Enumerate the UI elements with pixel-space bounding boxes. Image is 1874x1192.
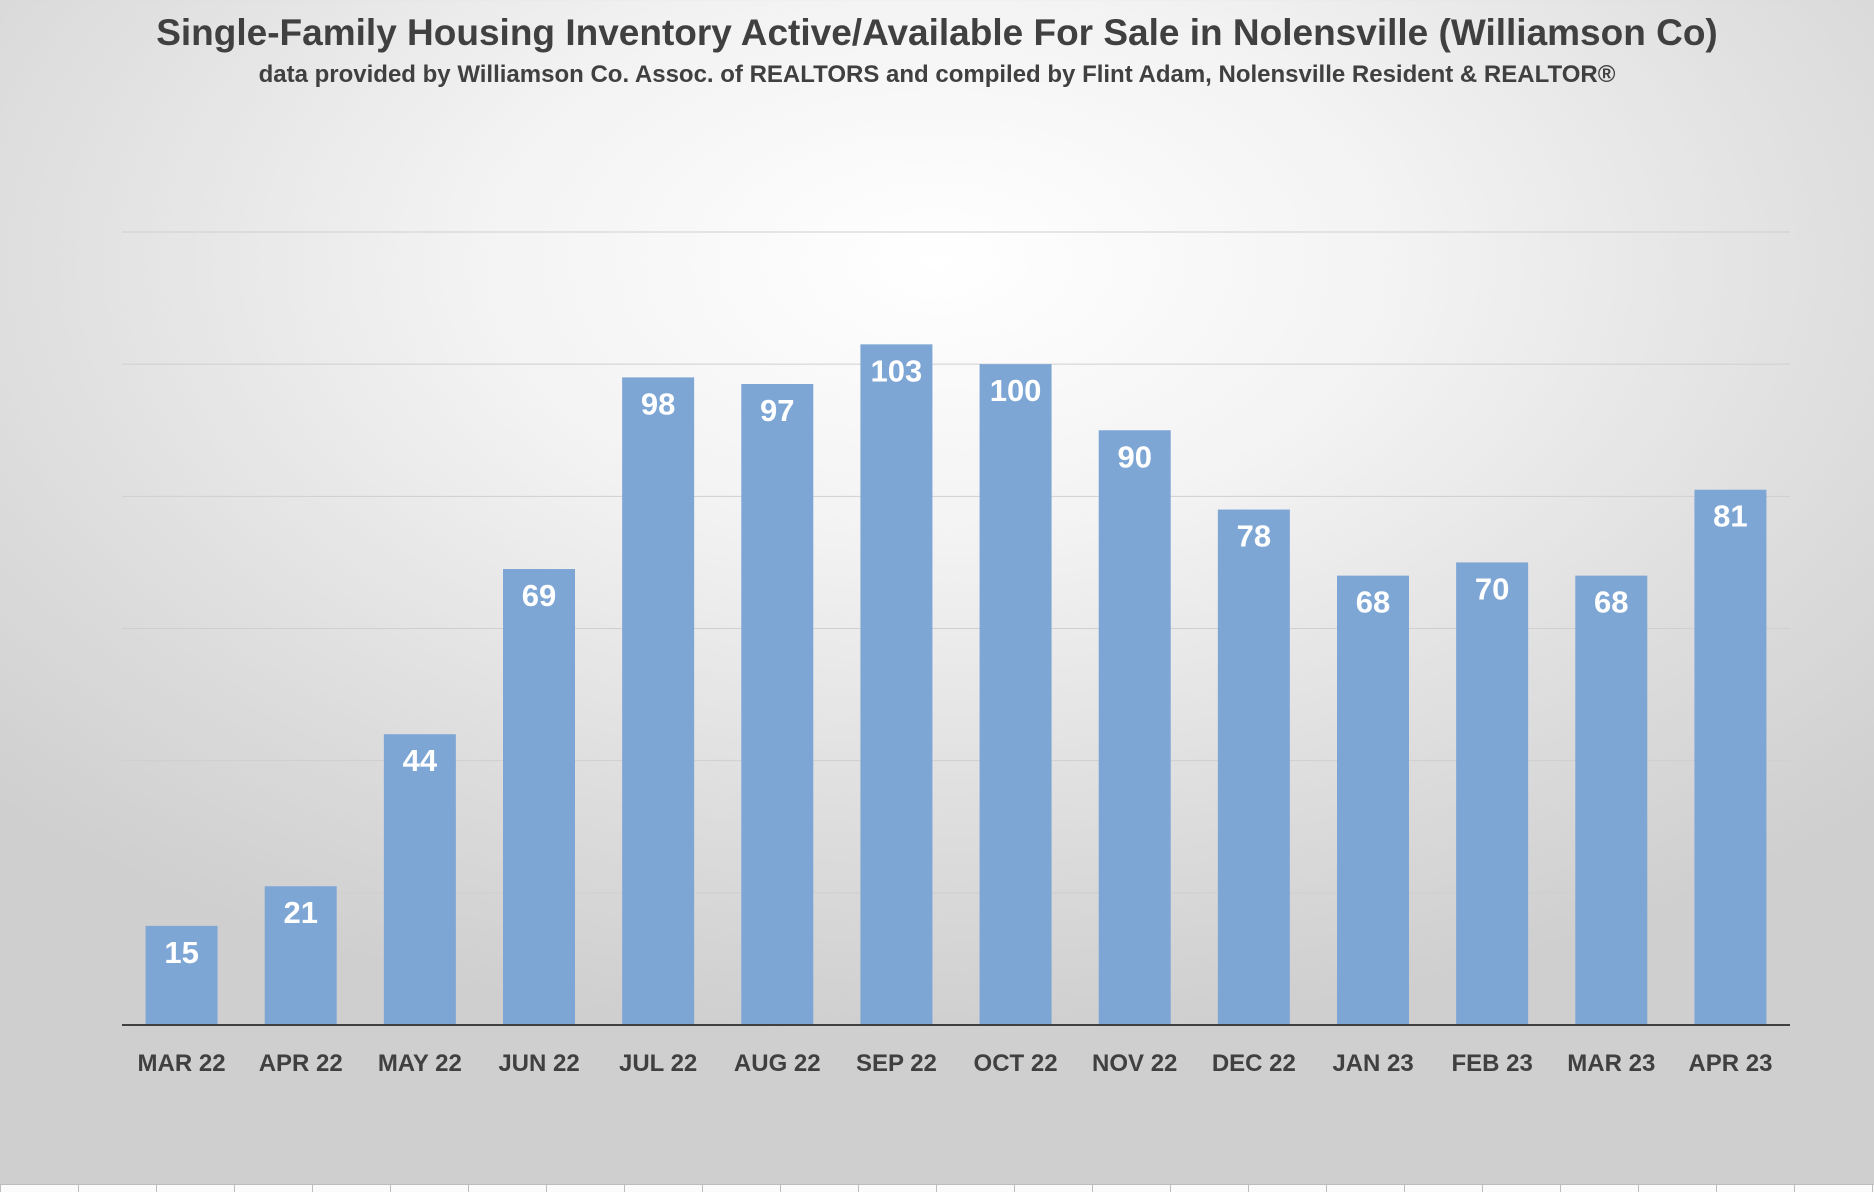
x-tick-label: DEC 22 xyxy=(1212,1050,1296,1077)
bar xyxy=(1098,430,1171,1025)
x-tick-label: JUL 22 xyxy=(619,1050,697,1077)
data-label: 78 xyxy=(1237,519,1271,554)
bar xyxy=(145,925,218,1025)
data-label: 90 xyxy=(1117,439,1151,474)
chart-subtitle: data provided by Williamson Co. Assoc. o… xyxy=(258,61,1616,88)
strip-tick xyxy=(858,1185,859,1192)
strip-tick xyxy=(234,1185,235,1192)
strip-tick xyxy=(468,1185,469,1192)
strip-tick xyxy=(0,1185,1,1192)
data-label: 15 xyxy=(164,935,198,970)
strip-tick xyxy=(1404,1185,1405,1192)
bar xyxy=(1217,509,1290,1025)
data-label: 68 xyxy=(1594,585,1628,620)
strip-tick xyxy=(156,1185,157,1192)
x-tick-label: JUN 22 xyxy=(498,1050,579,1077)
bar xyxy=(979,364,1052,1026)
x-tick-label: MAR 23 xyxy=(1567,1050,1655,1077)
x-tick-label: MAY 22 xyxy=(378,1050,462,1077)
strip-tick xyxy=(78,1185,79,1192)
strip-tick xyxy=(1326,1185,1327,1192)
strip-tick xyxy=(312,1185,313,1192)
strip-tick xyxy=(1014,1185,1015,1192)
strip-tick xyxy=(1560,1185,1561,1192)
strip-tick xyxy=(1872,1185,1873,1192)
bar xyxy=(1575,575,1648,1025)
strip-tick xyxy=(1092,1185,1093,1192)
strip-tick xyxy=(936,1185,937,1192)
x-tick-label: AUG 22 xyxy=(734,1050,821,1077)
bottom-strip xyxy=(0,1184,1874,1192)
x-tick-label: SEP 22 xyxy=(856,1050,937,1077)
data-label: 98 xyxy=(641,386,675,421)
bar xyxy=(383,734,456,1025)
strip-tick xyxy=(1248,1185,1249,1192)
x-tick-label: APR 23 xyxy=(1688,1050,1772,1077)
data-label: 69 xyxy=(522,578,556,613)
data-label: 81 xyxy=(1713,499,1747,534)
strip-tick xyxy=(1638,1185,1639,1192)
strip-tick xyxy=(624,1185,625,1192)
x-tick-label: NOV 22 xyxy=(1092,1050,1177,1077)
bar xyxy=(264,886,337,1025)
bar xyxy=(1456,562,1529,1025)
chart-title: Single-Family Housing Inventory Active/A… xyxy=(156,12,1718,53)
bar xyxy=(860,344,933,1025)
data-label: 70 xyxy=(1475,571,1509,606)
bar xyxy=(503,569,575,1025)
strip-tick xyxy=(390,1185,391,1192)
x-tick-label: APR 22 xyxy=(259,1050,343,1077)
data-label: 68 xyxy=(1356,585,1390,620)
bar xyxy=(741,383,814,1025)
strip-tick xyxy=(702,1185,703,1192)
data-label: 100 xyxy=(990,373,1042,408)
x-tick-label: JAN 23 xyxy=(1332,1050,1413,1077)
data-label: 97 xyxy=(760,393,794,428)
strip-tick xyxy=(780,1185,781,1192)
x-tick-label: MAR 22 xyxy=(138,1050,226,1077)
strip-tick xyxy=(1170,1185,1171,1192)
strip-tick xyxy=(1482,1185,1483,1192)
data-label: 103 xyxy=(871,353,923,388)
bar xyxy=(1337,575,1409,1025)
data-label: 21 xyxy=(283,895,317,930)
data-label: 44 xyxy=(403,743,438,778)
x-tick-label: FEB 23 xyxy=(1451,1050,1532,1077)
bar xyxy=(1694,489,1767,1026)
bar xyxy=(622,377,695,1026)
strip-tick xyxy=(546,1185,547,1192)
strip-tick xyxy=(1716,1185,1717,1192)
strip-tick xyxy=(1794,1185,1795,1192)
x-tick-label: OCT 22 xyxy=(974,1050,1058,1077)
